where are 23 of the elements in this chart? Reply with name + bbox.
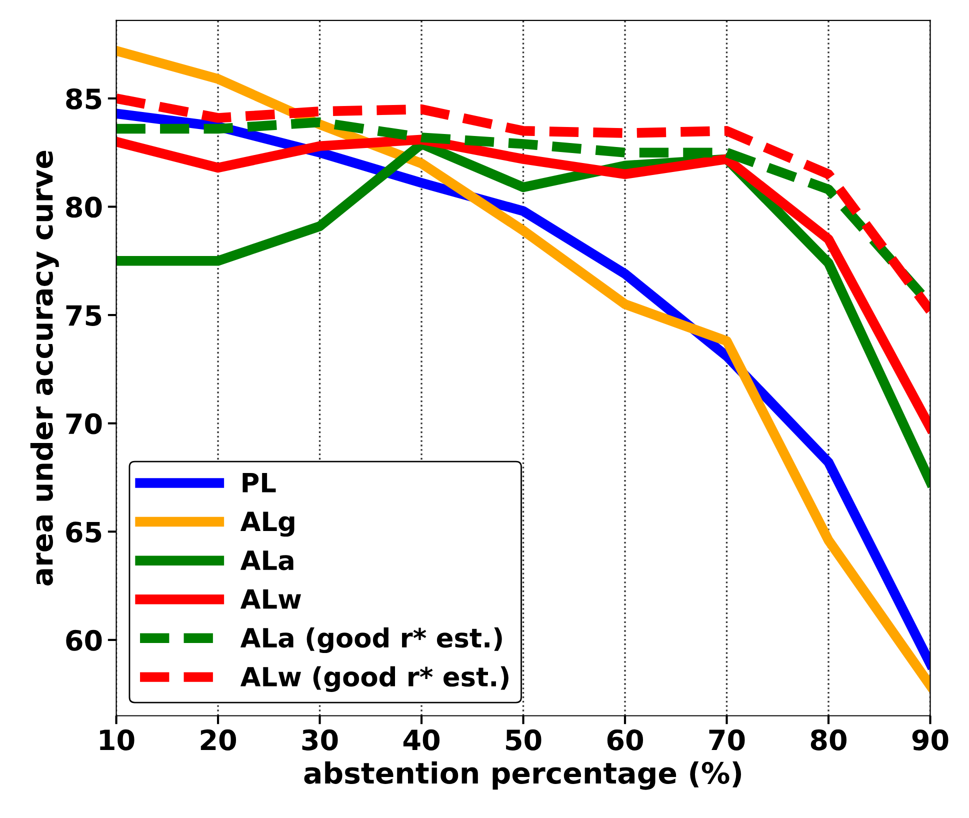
- x-tick-label: 70: [709, 729, 745, 750]
- x-tick-label: 90: [912, 729, 948, 750]
- y-tick-label: 85: [66, 88, 102, 110]
- legend-label: ALg: [240, 512, 294, 537]
- legend-label: ALa: [240, 550, 294, 570]
- x-tick-label: 80: [810, 729, 846, 750]
- x-tick-label: 60: [607, 729, 644, 750]
- x-tick-label: 50: [506, 729, 542, 750]
- y-tick-label: 60: [66, 630, 102, 651]
- legend-label: PL: [242, 472, 276, 492]
- legend-label: ALw: [240, 589, 302, 609]
- y-tick-label: 75: [66, 305, 102, 326]
- x-tick-label: 40: [403, 729, 440, 750]
- x-tick-label: 10: [100, 729, 134, 750]
- x-axis-title: abstention percentage (%): [304, 761, 742, 790]
- y-tick-label: 65: [66, 522, 102, 543]
- x-tick-label: 30: [302, 729, 338, 750]
- y-tick-label: 70: [66, 413, 102, 434]
- y-axis-title: area under accuracy curve: [30, 150, 59, 586]
- x-tick-label: 20: [200, 729, 236, 750]
- legend-label: ALa (good r* est.): [240, 627, 502, 654]
- y-tick-label: 80: [66, 196, 102, 218]
- legend-label: ALw (good r* est.): [240, 666, 508, 692]
